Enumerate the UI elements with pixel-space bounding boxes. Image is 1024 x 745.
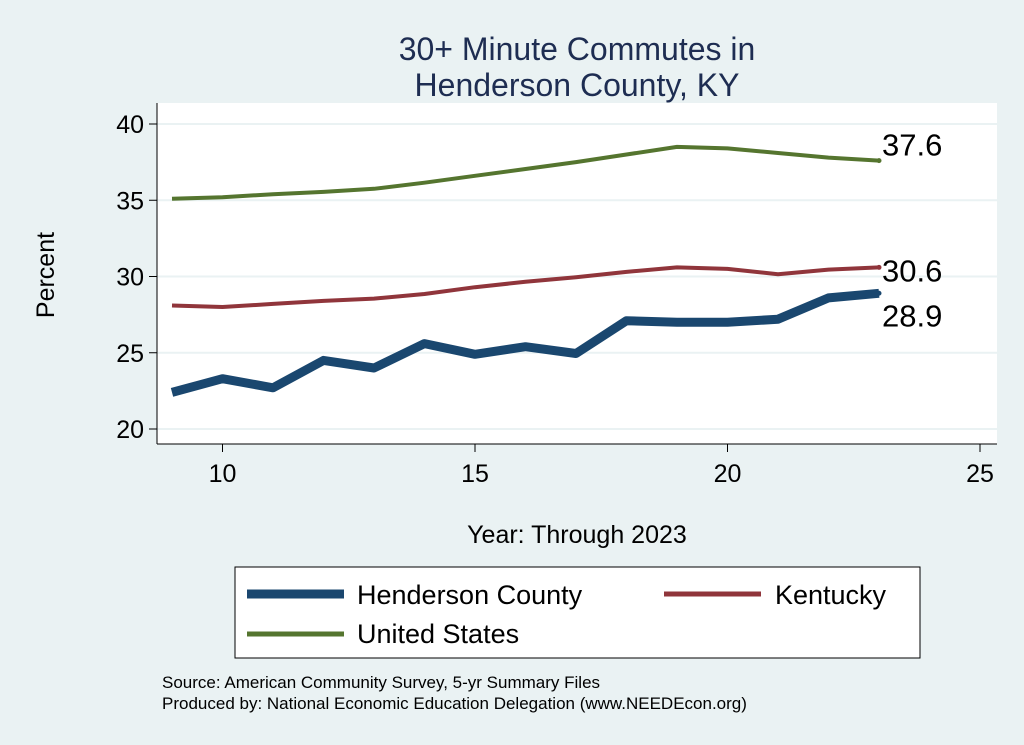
end-label-kentucky: 30.6 (882, 253, 942, 288)
x-axis-title: Year: Through 2023 (467, 521, 687, 549)
series-line-kentucky (171, 265, 880, 309)
series-line-henderson-county (170, 288, 880, 397)
y-tick-label-30: 30 (116, 264, 144, 292)
x-tick-label-10: 10 (209, 460, 237, 488)
legend-label-kentucky: Kentucky (775, 580, 887, 610)
x-tick-label-20: 20 (714, 460, 742, 488)
x-tick-label-15: 15 (461, 460, 489, 488)
y-tick-label-20: 20 (116, 416, 144, 444)
end-point-henderson-county (876, 290, 882, 296)
legend-label-united-states: United States (357, 619, 519, 649)
x-tick-label-25: 25 (966, 460, 994, 488)
end-point-kentucky (876, 264, 882, 270)
legend-label-henderson-county: Henderson County (357, 580, 583, 610)
end-label-henderson-county: 28.9 (882, 298, 942, 333)
chart-title-line-1: 30+ Minute Commutes in (399, 31, 756, 67)
end-label-united-states: 37.6 (882, 128, 942, 163)
y-axis-title: Percent (32, 232, 60, 318)
source-note: Source: American Community Survey, 5-yr … (162, 673, 600, 692)
legend-box (234, 566, 921, 659)
y-tick-label-40: 40 (116, 111, 144, 139)
y-tick-label-35: 35 (116, 187, 144, 215)
chart-title-line-2: Henderson County, KY (415, 67, 740, 103)
producer-note: Produced by: National Economic Education… (162, 694, 747, 713)
series-line-united-states (171, 144, 880, 201)
plot-area (157, 103, 997, 444)
end-point-united-states (876, 158, 882, 164)
y-tick-label-25: 25 (116, 340, 144, 368)
